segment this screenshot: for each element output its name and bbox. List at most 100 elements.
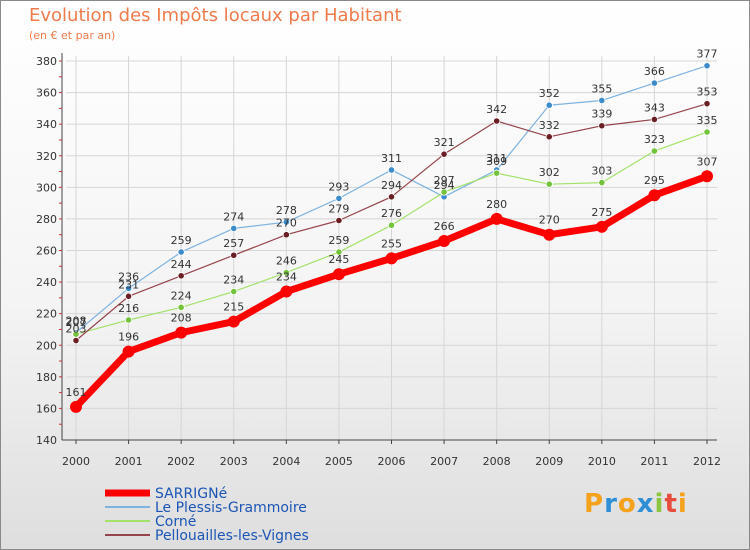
y-tick-label: 140 bbox=[36, 434, 57, 447]
x-tick-label: 2010 bbox=[588, 455, 616, 468]
data-label: 353 bbox=[697, 86, 718, 99]
y-tick-label: 340 bbox=[36, 118, 57, 131]
data-point bbox=[177, 303, 185, 311]
chart-subtitle: (en € et par an) bbox=[29, 29, 116, 42]
y-tick-label: 160 bbox=[36, 402, 57, 415]
data-point bbox=[230, 287, 238, 296]
data-label: 207 bbox=[66, 316, 87, 329]
data-point bbox=[545, 101, 553, 109]
data-point bbox=[545, 180, 553, 188]
x-tick-label: 2002 bbox=[167, 455, 195, 468]
data-point bbox=[72, 336, 80, 345]
data-label: 203 bbox=[66, 323, 87, 336]
data-point bbox=[703, 62, 711, 70]
data-label: 208 bbox=[171, 312, 192, 325]
data-label: 342 bbox=[486, 103, 507, 116]
y-tick-label: 220 bbox=[36, 308, 57, 321]
data-point bbox=[230, 251, 238, 259]
data-label: 311 bbox=[381, 152, 402, 165]
x-tick-label: 2003 bbox=[220, 455, 248, 468]
legend-label: Corné bbox=[155, 514, 196, 530]
data-label: 234 bbox=[276, 271, 297, 284]
y-tick-label: 300 bbox=[36, 181, 57, 194]
data-label: 161 bbox=[66, 386, 87, 399]
logo-letter: t bbox=[664, 489, 678, 519]
data-label: 307 bbox=[697, 155, 718, 168]
data-point bbox=[175, 326, 188, 339]
data-label: 257 bbox=[223, 237, 244, 250]
data-label: 302 bbox=[539, 166, 560, 179]
data-point bbox=[598, 96, 606, 105]
data-label: 352 bbox=[539, 87, 560, 100]
y-tick-label: 360 bbox=[36, 87, 57, 100]
logo-letter: x bbox=[636, 489, 655, 519]
x-tick-label: 2000 bbox=[62, 455, 90, 468]
data-label: 270 bbox=[539, 214, 560, 227]
data-label: 309 bbox=[486, 155, 507, 168]
legend-label: SARRIGNé bbox=[155, 486, 227, 502]
x-tick-label: 2001 bbox=[115, 455, 143, 468]
data-point bbox=[650, 147, 659, 155]
data-point bbox=[124, 316, 133, 324]
x-tick-label: 2008 bbox=[483, 455, 511, 468]
data-label: 366 bbox=[644, 65, 665, 78]
x-tick-label: 2012 bbox=[693, 455, 721, 468]
data-point bbox=[490, 212, 503, 225]
data-point bbox=[440, 188, 448, 196]
data-label: 280 bbox=[486, 198, 507, 211]
data-label: 275 bbox=[591, 206, 612, 219]
data-label: 216 bbox=[118, 302, 139, 315]
data-point bbox=[230, 224, 238, 232]
data-label: 231 bbox=[118, 278, 139, 291]
y-tick-label: 320 bbox=[36, 150, 57, 163]
data-label: 246 bbox=[276, 255, 297, 268]
data-point bbox=[650, 79, 659, 87]
logo-letter: P bbox=[584, 489, 605, 519]
data-point bbox=[387, 166, 396, 174]
data-label: 321 bbox=[434, 136, 455, 149]
data-point bbox=[387, 221, 396, 229]
data-point bbox=[282, 231, 290, 239]
data-label: 293 bbox=[328, 180, 349, 193]
proxiti-logo: Proxiti bbox=[584, 489, 688, 519]
logo-letter: r bbox=[604, 489, 618, 519]
data-label: 244 bbox=[171, 258, 192, 271]
data-point bbox=[177, 272, 185, 280]
data-label: 259 bbox=[328, 234, 349, 247]
data-label: 311 bbox=[486, 152, 507, 165]
data-point bbox=[543, 228, 556, 241]
data-label: 339 bbox=[591, 108, 612, 121]
data-point bbox=[332, 268, 345, 281]
data-point bbox=[335, 248, 343, 256]
data-point bbox=[493, 169, 501, 177]
y-tick-label: 240 bbox=[36, 276, 57, 289]
data-point bbox=[595, 220, 608, 233]
data-label: 355 bbox=[591, 82, 612, 95]
data-point bbox=[703, 100, 711, 108]
data-point bbox=[335, 194, 343, 202]
data-point bbox=[335, 216, 343, 225]
data-point bbox=[280, 285, 293, 298]
data-label: 215 bbox=[223, 301, 244, 314]
data-label: 245 bbox=[328, 253, 349, 266]
y-tick-label: 280 bbox=[36, 213, 57, 226]
data-point bbox=[282, 218, 290, 226]
logo-letter: o bbox=[617, 489, 637, 519]
data-point bbox=[650, 115, 659, 124]
y-tick-label: 260 bbox=[36, 245, 57, 258]
data-label: 295 bbox=[644, 174, 665, 187]
x-tick-label: 2009 bbox=[535, 455, 563, 468]
data-label: 224 bbox=[171, 289, 192, 302]
series-group bbox=[70, 62, 713, 413]
legend-label: Le Plessis-Grammoire bbox=[155, 500, 307, 516]
data-label: 274 bbox=[223, 210, 244, 223]
data-label: 234 bbox=[223, 274, 244, 287]
data-point bbox=[387, 193, 396, 201]
data-label: 294 bbox=[381, 179, 402, 192]
data-label: 196 bbox=[118, 331, 139, 344]
x-tick-label: 2006 bbox=[378, 455, 406, 468]
data-label: 259 bbox=[171, 234, 192, 247]
data-point bbox=[493, 117, 501, 125]
data-point bbox=[282, 269, 290, 277]
